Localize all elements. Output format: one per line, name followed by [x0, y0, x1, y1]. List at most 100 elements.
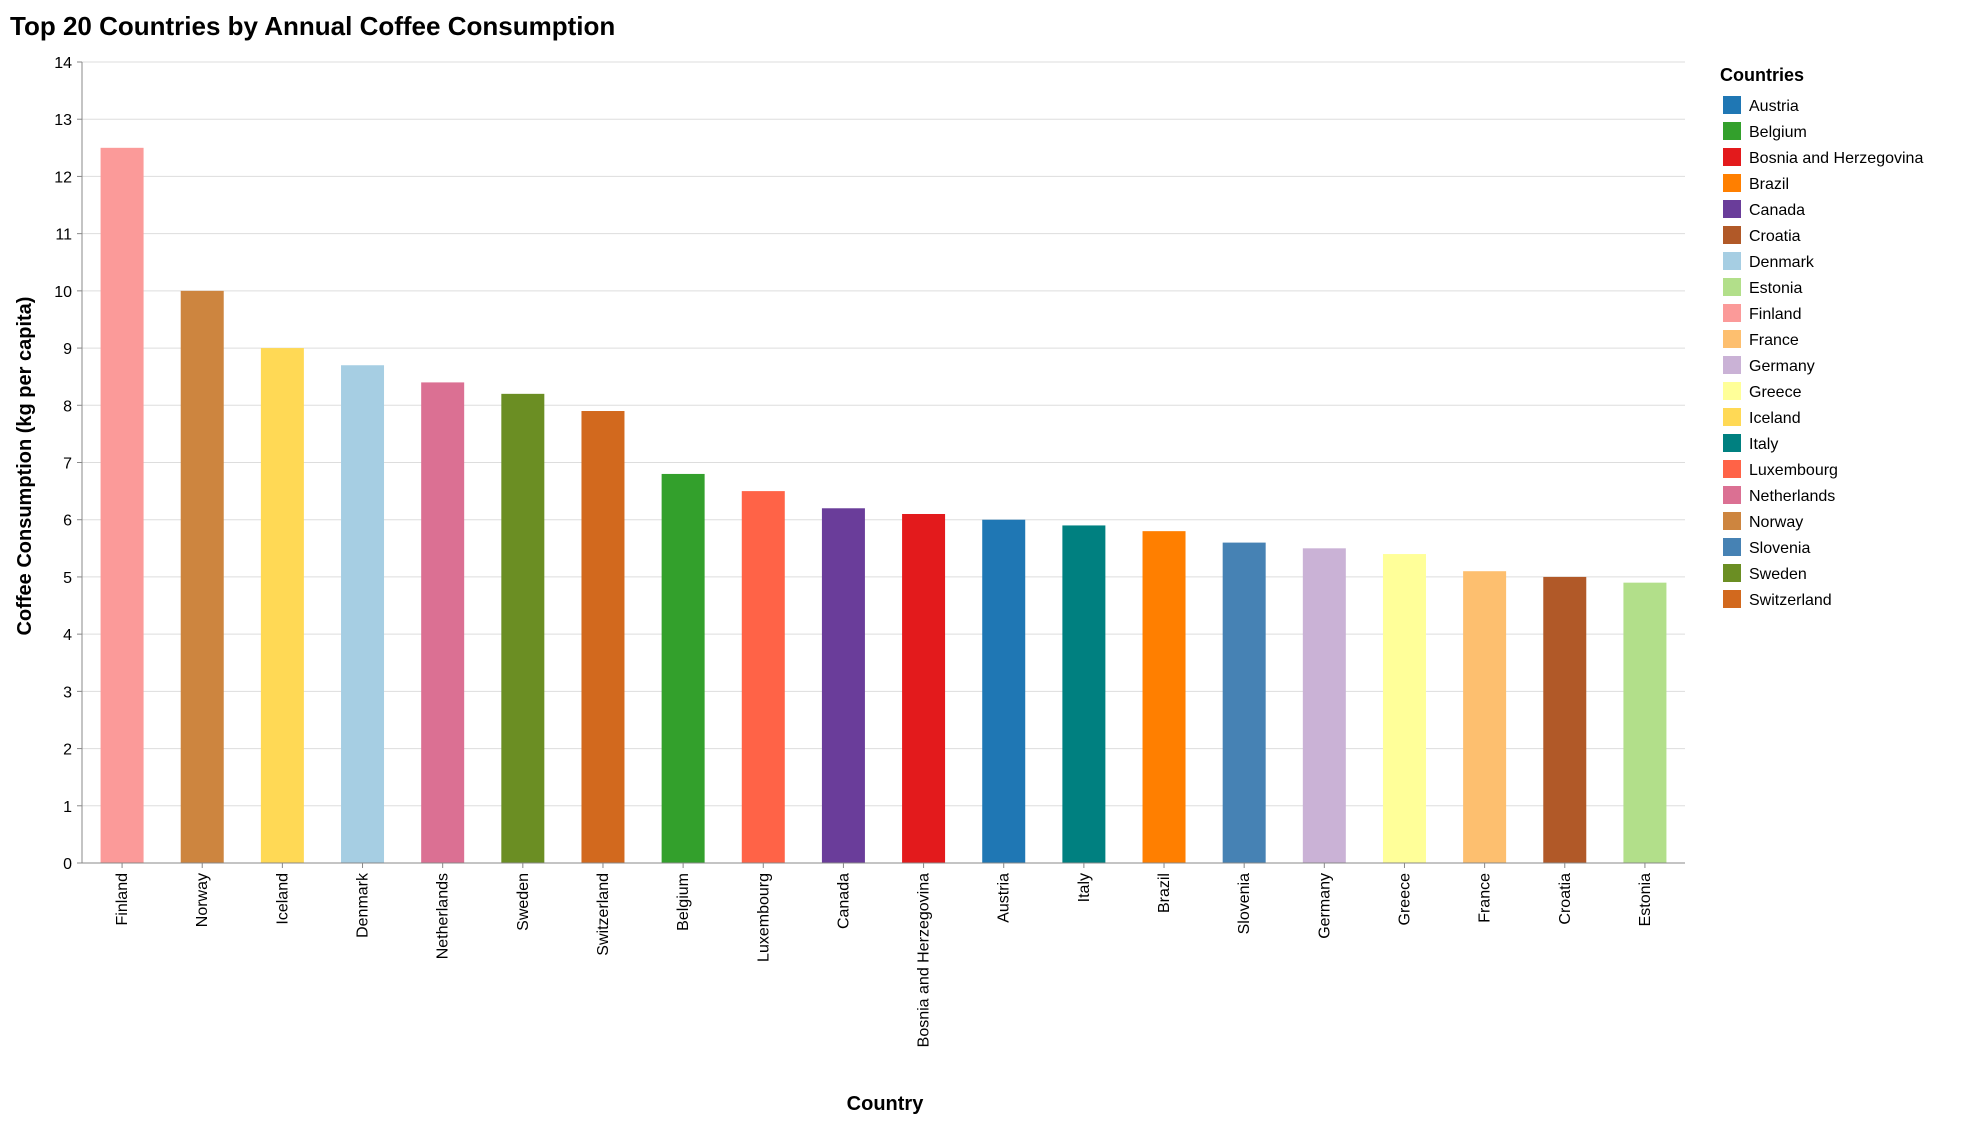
x-tick-label: Brazil — [1156, 873, 1173, 913]
legend-label: Switzerland — [1749, 592, 1832, 609]
x-tick-label: Norway — [194, 873, 211, 927]
bar-norway — [180, 290, 224, 863]
y-tick-label: 4 — [63, 627, 72, 644]
legend-label: Italy — [1749, 436, 1778, 453]
legend-label: Austria — [1749, 98, 1799, 115]
y-tick-label: 0 — [63, 856, 72, 873]
x-tick-label: Switzerland — [595, 873, 612, 956]
x-tick-label: Estonia — [1637, 873, 1654, 926]
legend-swatch — [1723, 356, 1741, 374]
legend-label: Canada — [1749, 202, 1805, 219]
legend-label: Netherlands — [1749, 488, 1835, 505]
y-tick-label: 3 — [63, 684, 72, 701]
legend-item: France — [1723, 330, 1799, 349]
legend-item: Luxembourg — [1723, 460, 1838, 479]
legend-title: Countries — [1720, 65, 1804, 85]
y-tick-label: 1 — [63, 799, 72, 816]
legend-swatch — [1723, 252, 1741, 270]
legend-label: Estonia — [1749, 280, 1802, 297]
legend-swatch — [1723, 200, 1741, 218]
legend-item: Croatia — [1723, 226, 1801, 245]
bar-bosnia-and-herzegovina — [902, 513, 946, 863]
bar-brazil — [1142, 531, 1186, 863]
y-tick-label: 12 — [54, 169, 72, 186]
y-tick-label: 14 — [54, 55, 72, 72]
legend-swatch — [1723, 174, 1741, 192]
legend-item: Slovenia — [1723, 538, 1810, 557]
legend-item: Italy — [1723, 434, 1778, 453]
x-tick-label: Greece — [1396, 873, 1413, 926]
bar-italy — [1062, 525, 1106, 863]
chart-title: Top 20 Countries by Annual Coffee Consum… — [10, 11, 615, 41]
legend-swatch — [1723, 148, 1741, 166]
legend-swatch — [1723, 226, 1741, 244]
bar-austria — [982, 519, 1026, 863]
legend-item: Finland — [1723, 304, 1801, 323]
legend-item: Greece — [1723, 382, 1802, 401]
legend-label: Croatia — [1749, 228, 1801, 245]
legend-swatch — [1723, 486, 1741, 504]
bar-iceland — [260, 348, 304, 864]
y-tick-label: 5 — [63, 570, 72, 587]
legend-swatch — [1723, 96, 1741, 114]
legend-label: Brazil — [1749, 176, 1789, 193]
x-tick-label: Denmark — [355, 872, 372, 938]
bar-greece — [1382, 554, 1426, 863]
legend-item: Austria — [1723, 96, 1799, 115]
legend-label: Iceland — [1749, 410, 1801, 427]
y-tick-label: 13 — [54, 112, 72, 129]
legend-label: France — [1749, 332, 1799, 349]
legend-label: Finland — [1749, 306, 1801, 323]
legend-label: Norway — [1749, 514, 1803, 531]
legend-swatch — [1723, 434, 1741, 452]
x-tick-label: Slovenia — [1236, 873, 1253, 934]
legend-label: Greece — [1749, 384, 1802, 401]
x-tick-label: Netherlands — [435, 873, 452, 959]
x-tick-label: Italy — [1076, 873, 1093, 902]
y-tick-label: 11 — [55, 227, 72, 244]
y-tick-label: 6 — [63, 513, 72, 530]
legend-item: Iceland — [1723, 408, 1801, 427]
x-tick-label: France — [1477, 873, 1494, 923]
legend-item: Canada — [1723, 200, 1805, 219]
legend-item: Norway — [1723, 512, 1803, 531]
legend-item: Estonia — [1723, 278, 1802, 297]
y-tick-label: 7 — [63, 456, 72, 473]
legend-item: Switzerland — [1723, 590, 1832, 609]
y-tick-label: 9 — [63, 341, 72, 358]
legend-swatch — [1723, 330, 1741, 348]
bar-finland — [100, 147, 144, 864]
x-tick-label: Finland — [114, 873, 131, 925]
x-tick-label: Germany — [1316, 873, 1333, 939]
legend-swatch — [1723, 122, 1741, 140]
y-tick-label: 10 — [54, 284, 72, 301]
legend-swatch — [1723, 590, 1741, 608]
bar-switzerland — [581, 411, 625, 863]
legend-label: Slovenia — [1749, 540, 1810, 557]
x-tick-label: Austria — [996, 873, 1013, 923]
x-tick-label: Sweden — [515, 873, 532, 931]
legend-swatch — [1723, 382, 1741, 400]
legend-swatch — [1723, 512, 1741, 530]
gridlines — [82, 61, 1685, 864]
legend-swatch — [1723, 564, 1741, 582]
bar-croatia — [1543, 576, 1587, 863]
x-tick-label: Belgium — [675, 873, 692, 931]
x-tick-label: Canada — [835, 873, 852, 929]
legend-swatch — [1723, 278, 1741, 296]
legend-label: Luxembourg — [1749, 462, 1838, 479]
legend-label: Belgium — [1749, 124, 1807, 141]
legend-label: Sweden — [1749, 566, 1807, 583]
bar-canada — [821, 508, 865, 863]
legend-item: Belgium — [1723, 122, 1807, 141]
y-axis-title: Coffee Consumption (kg per capita) — [14, 297, 36, 636]
x-tick-label: Luxembourg — [755, 873, 772, 962]
legend-item: Netherlands — [1723, 486, 1835, 505]
bars — [100, 147, 1667, 864]
legend-swatch — [1723, 408, 1741, 426]
legend: Countries Austria Belgium Bosnia and Herze… — [1720, 65, 1923, 609]
legend-item: Bosnia and Herzegovina — [1723, 148, 1923, 167]
legend-item: Brazil — [1723, 174, 1789, 193]
legend-swatch — [1723, 538, 1741, 556]
